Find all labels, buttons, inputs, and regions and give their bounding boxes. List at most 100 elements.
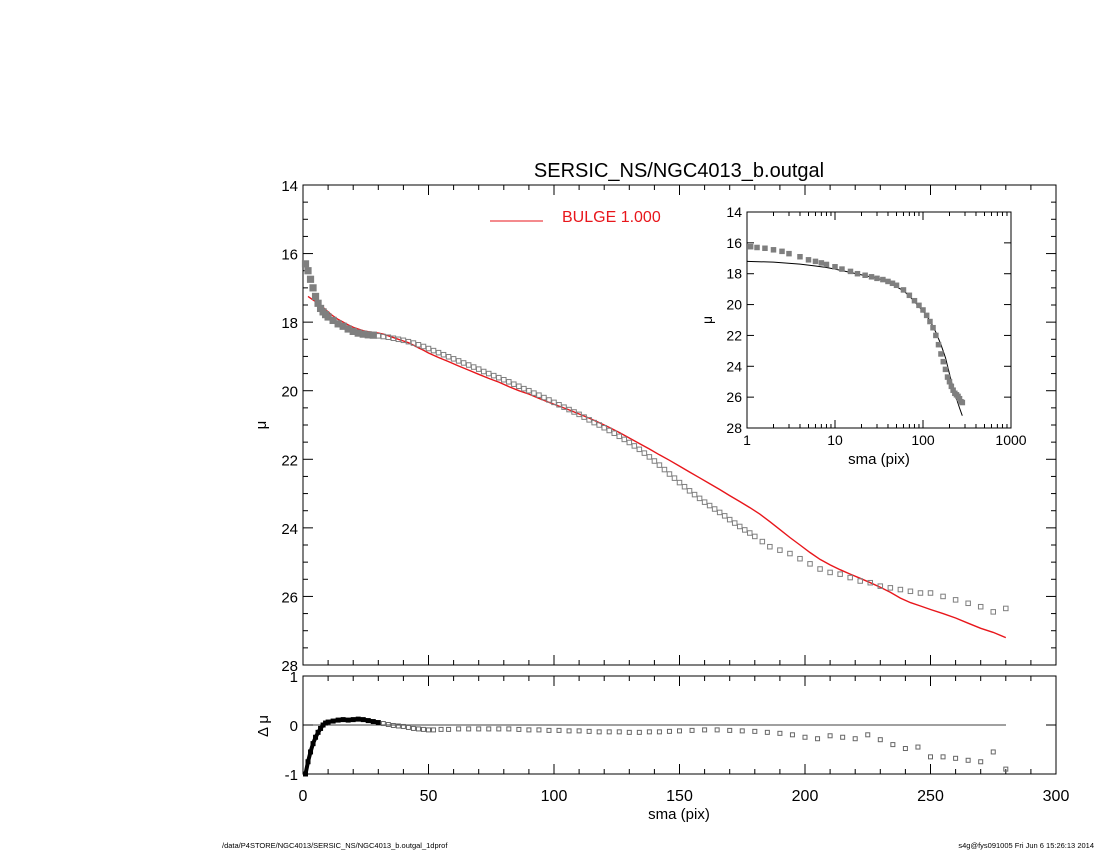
main-data-point (385, 334, 392, 340)
residual-data-point (335, 717, 341, 723)
inset-y-tick-label: 22 (726, 327, 742, 343)
main-y-axis-label: μ (253, 421, 270, 430)
residual-data-point (438, 726, 444, 732)
residual-data-point (370, 719, 376, 725)
residual-data-point (355, 716, 361, 722)
inset-y-tick-labels: 14 16 18 20 22 24 26 28 (726, 204, 742, 436)
residual-data-point (1003, 766, 1009, 772)
residual-data-point (410, 725, 416, 731)
residual-y-tick-label: 1 (290, 669, 298, 686)
main-data-point (445, 354, 452, 360)
main-data-point (671, 475, 678, 481)
legend-label: BULGE 1.000 (562, 209, 661, 226)
main-data-point (531, 390, 537, 396)
main-data-point (747, 530, 753, 536)
residual-data-point (330, 718, 336, 724)
main-data-point (897, 586, 904, 593)
inset-data-point (940, 358, 947, 365)
residual-data-point (802, 734, 808, 740)
main-data-point (460, 360, 467, 366)
residual-data-point (380, 721, 386, 727)
residual-data-point (526, 727, 532, 733)
main-data-point (676, 479, 683, 486)
residual-data-point (426, 727, 431, 733)
main-data-point (656, 462, 663, 468)
inset-data-point (805, 257, 812, 263)
main-data-point (611, 430, 617, 436)
inset-y-tick-label: 26 (726, 389, 742, 405)
inset-data-point (874, 275, 880, 282)
main-data-point (777, 547, 783, 553)
inset-plot-frame (746, 211, 1012, 429)
main-data-point (541, 394, 547, 401)
residual-data-point (536, 727, 542, 733)
main-data-point (952, 597, 959, 603)
inset-axis-ticks (746, 211, 1012, 429)
main-data-point (380, 333, 387, 340)
inset-data-point (770, 247, 777, 253)
inset-y-tick-label: 28 (726, 420, 742, 436)
main-data-point (420, 343, 427, 350)
residual-data-point (815, 736, 821, 742)
residual-dense-band (303, 717, 379, 775)
residual-data-point (764, 729, 770, 735)
main-data-point (375, 333, 382, 339)
main-data-point (651, 458, 658, 464)
residual-y-tick-label: 0 (290, 718, 298, 735)
main-data-point (867, 579, 874, 586)
residual-data-point (340, 717, 346, 723)
main-data-point (601, 424, 607, 431)
main-data-point (691, 491, 698, 498)
main-data-series (301, 260, 1009, 615)
inset-data-point (812, 258, 819, 265)
main-data-point (742, 527, 748, 533)
main-data-point (759, 538, 766, 545)
main-data-point (716, 509, 723, 516)
residual-data-point (303, 771, 309, 777)
residual-data-point (606, 729, 612, 735)
residual-data-point (486, 726, 492, 732)
main-data-point (511, 381, 517, 387)
main-data-point (521, 385, 527, 392)
residual-data-point (915, 744, 921, 750)
main-data-point (965, 600, 971, 607)
residual-data-point (965, 757, 971, 763)
main-data-point (857, 578, 863, 584)
inset-data-point (893, 282, 900, 289)
main-data-point (696, 495, 703, 502)
x-axis-label: sma (pix) (648, 806, 710, 823)
main-data-point (410, 340, 417, 346)
main-y-tick-label: 16 (281, 247, 298, 264)
main-data-point (301, 260, 310, 268)
inset-data-point (930, 324, 936, 331)
residual-data-point (546, 727, 552, 733)
main-data-point (711, 506, 718, 512)
main-axis-ticks (302, 184, 1057, 666)
main-data-point (731, 520, 738, 526)
main-data-point (767, 543, 773, 550)
inset-data-point (797, 253, 803, 260)
residual-data-point (446, 726, 452, 732)
inset-y-tick-label: 18 (726, 266, 742, 282)
main-data-point (586, 417, 592, 423)
main-y-tick-label: 22 (281, 452, 298, 469)
main-data-point (797, 555, 803, 562)
main-data-point (591, 419, 597, 426)
main-data-point (309, 284, 317, 292)
inset-data-point (920, 307, 926, 313)
main-data-point (395, 336, 402, 343)
main-data-point (551, 399, 557, 406)
footer-file-path: /data/P4STORE/NGC4013/SERSIC_NS/NGC4013_… (222, 841, 448, 850)
main-data-point (501, 376, 507, 383)
footer-timestamp: s4g@fys091005 Fri Jun 6 15:26:13 2014 (958, 841, 1094, 850)
main-data-point (686, 488, 693, 494)
inset-data-point (946, 378, 953, 385)
main-data-point (877, 583, 884, 589)
inset-y-tick-label: 24 (726, 358, 742, 374)
residual-data-point (877, 737, 883, 743)
residual-data-point (666, 728, 672, 734)
residual-y-axis-label: Δ μ (255, 715, 272, 737)
inset-data-point (762, 245, 768, 252)
legend: BULGE 1.000 (490, 209, 661, 226)
inset-data-point (927, 318, 933, 325)
